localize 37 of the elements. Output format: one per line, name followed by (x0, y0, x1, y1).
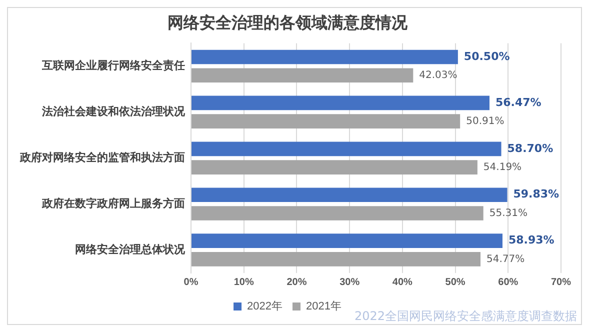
data-label: 42.03% (419, 70, 458, 81)
data-label: 58.70% (507, 142, 554, 155)
data-label: 58.93% (508, 234, 554, 247)
x-tick-label: 0% (184, 276, 198, 288)
bar (192, 160, 478, 174)
x-tick-label: 20% (286, 276, 307, 288)
y-tick-label: 政府对网络安全的监管和执法方面 (19, 151, 185, 164)
data-label: 56.47% (495, 96, 542, 109)
chart-title: 网络安全治理的各领域满意度情况 (168, 13, 408, 32)
x-tick-label: 10% (234, 276, 254, 288)
data-label: 50.91% (466, 116, 504, 127)
data-label: 54.19% (483, 162, 522, 173)
bar (192, 142, 502, 156)
y-tick-label: 法治社会建设和依法治理状况 (41, 105, 186, 118)
bar (192, 96, 490, 110)
bar (192, 50, 458, 64)
bar (192, 206, 484, 220)
x-tick-label: 70% (550, 276, 572, 288)
text: 2022全国网民网络安全感满意度调查数据 (354, 308, 577, 325)
legend-label: 2022年 (247, 300, 283, 313)
data-label: 54.77% (486, 254, 525, 265)
y-tick-label: 互联网企业履行网络安全责任 (41, 59, 185, 72)
legend-label: 2021年 (306, 300, 342, 313)
bar (192, 188, 508, 202)
data-label: 50.50% (464, 50, 510, 63)
x-tick-label: 30% (340, 276, 360, 288)
y-tick-label: 网络安全治理总体状况 (75, 243, 186, 256)
x-tick-label: 50% (445, 276, 466, 288)
data-label: 55.31% (489, 208, 528, 219)
x-tick-label: 60% (498, 276, 518, 288)
x-tick-label: 40% (392, 276, 413, 288)
bar (192, 234, 502, 248)
bar (192, 252, 480, 266)
bar (192, 114, 460, 128)
y-tick-label: 政府在数字政府网上服务方面 (41, 197, 185, 210)
bar (192, 68, 414, 83)
data-label: 59.83% (513, 188, 560, 201)
